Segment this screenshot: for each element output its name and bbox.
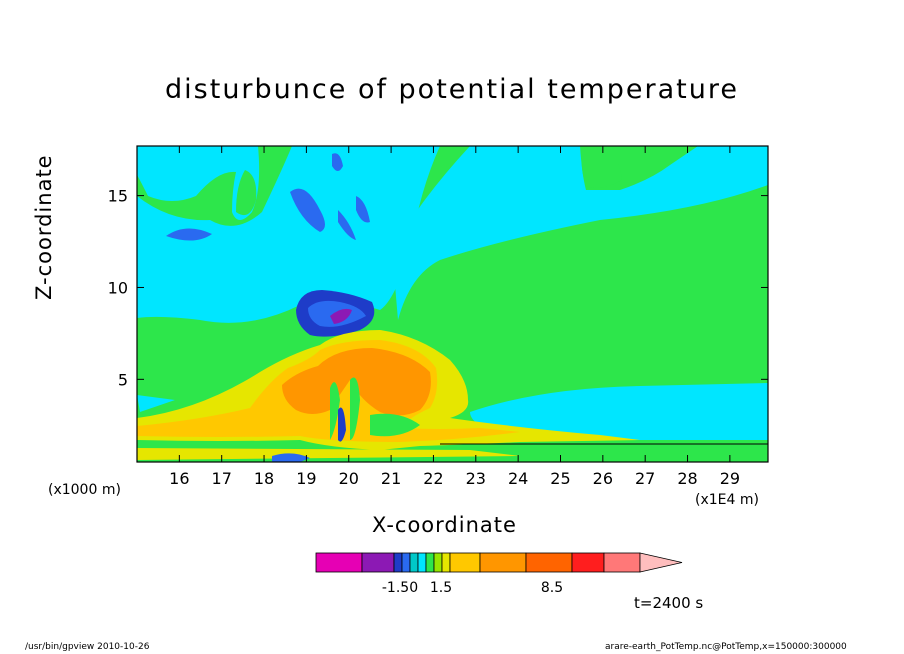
x-axis-label: X-coordinate xyxy=(372,513,517,537)
colorbar-swatch xyxy=(409,552,419,573)
colorbar-swatch xyxy=(393,552,403,573)
x-tick-label: 19 xyxy=(296,469,316,488)
colorbar-arrow xyxy=(639,552,683,573)
x-tick-label: 24 xyxy=(508,469,528,488)
x-tick-label: 17 xyxy=(212,469,232,488)
colorbar-swatch xyxy=(417,552,427,573)
contour-green-patch-1 xyxy=(236,170,257,216)
chart-title: disturbunce of potential temperature xyxy=(165,74,739,105)
contour-green-patch-2 xyxy=(581,146,622,188)
colorbar-label: 1.5 xyxy=(430,580,452,596)
contour-blue-streak xyxy=(338,407,346,442)
colorbar-swatch xyxy=(449,552,481,573)
contour-cyan-upper-left xyxy=(137,146,260,220)
y-tick-label: 5 xyxy=(118,370,128,389)
time-label: t=2400 s xyxy=(634,594,704,612)
x-tick-label: 21 xyxy=(381,469,401,488)
contour-green-streak-2 xyxy=(350,377,360,440)
contour-cyan-band xyxy=(470,383,768,440)
contour-green-streak-1 xyxy=(330,382,340,440)
colorbar-swatch xyxy=(315,552,363,573)
contour-green-low xyxy=(370,413,420,437)
y-axis-unit: (x1000 m) xyxy=(48,482,121,498)
axis-ticks: 16 17 18 19 20 21 22 23 24 25 26 27 28 29 5 10 15 xyxy=(108,146,768,488)
colorbar-swatch xyxy=(433,552,443,573)
colorbar-swatch xyxy=(425,552,435,573)
colorbar-swatch xyxy=(603,552,641,573)
contour-blue-blob-5 xyxy=(338,210,356,240)
colorbar-swatch xyxy=(479,552,527,573)
x-tick-label: 22 xyxy=(423,469,443,488)
colorbar-label: -1.50 xyxy=(382,580,418,596)
x-tick-label: 25 xyxy=(550,469,570,488)
x-tick-label: 27 xyxy=(635,469,655,488)
colorbar-label: 8.5 xyxy=(541,580,563,596)
contour-blue-blob-3 xyxy=(332,153,343,171)
x-tick-label: 16 xyxy=(169,469,189,488)
contour-yellow-low xyxy=(137,448,520,460)
contour-blue-blob-2 xyxy=(290,188,325,232)
x-tick-label: 28 xyxy=(677,469,697,488)
contour-blue-blob-1 xyxy=(166,228,212,241)
colorbar-swatch xyxy=(525,552,573,573)
x-tick-label: 29 xyxy=(720,469,740,488)
footer-command: /usr/bin/gpview 2010-10-26 xyxy=(25,642,150,652)
colorbar: -1.50 1.5 8.5 xyxy=(315,552,683,596)
x-tick-label: 23 xyxy=(466,469,486,488)
footer-source: arare-earth_PotTemp.nc@PotTemp,x=150000:… xyxy=(605,642,847,652)
contour-field xyxy=(137,146,768,462)
y-tick-label: 10 xyxy=(108,278,128,297)
colorbar-swatch xyxy=(571,552,605,573)
contour-cyan-upper-mid xyxy=(137,146,440,323)
contour-purple xyxy=(330,308,352,324)
colorbar-swatch xyxy=(441,552,451,573)
x-tick-label: 18 xyxy=(254,469,274,488)
y-tick-label: 15 xyxy=(108,187,128,206)
x-tick-label: 20 xyxy=(339,469,359,488)
contour-blue-bottom xyxy=(272,453,310,462)
colorbar-swatch xyxy=(361,552,395,573)
x-tick-label: 26 xyxy=(593,469,613,488)
colorbar-swatch xyxy=(401,552,411,573)
contour-cyan-low-left xyxy=(137,395,175,412)
plot-frame xyxy=(136,145,769,463)
contour-blue-blob-4 xyxy=(356,196,370,223)
contour-cyan-right xyxy=(392,146,768,320)
x-axis-unit: (x1E4 m) xyxy=(695,492,759,508)
